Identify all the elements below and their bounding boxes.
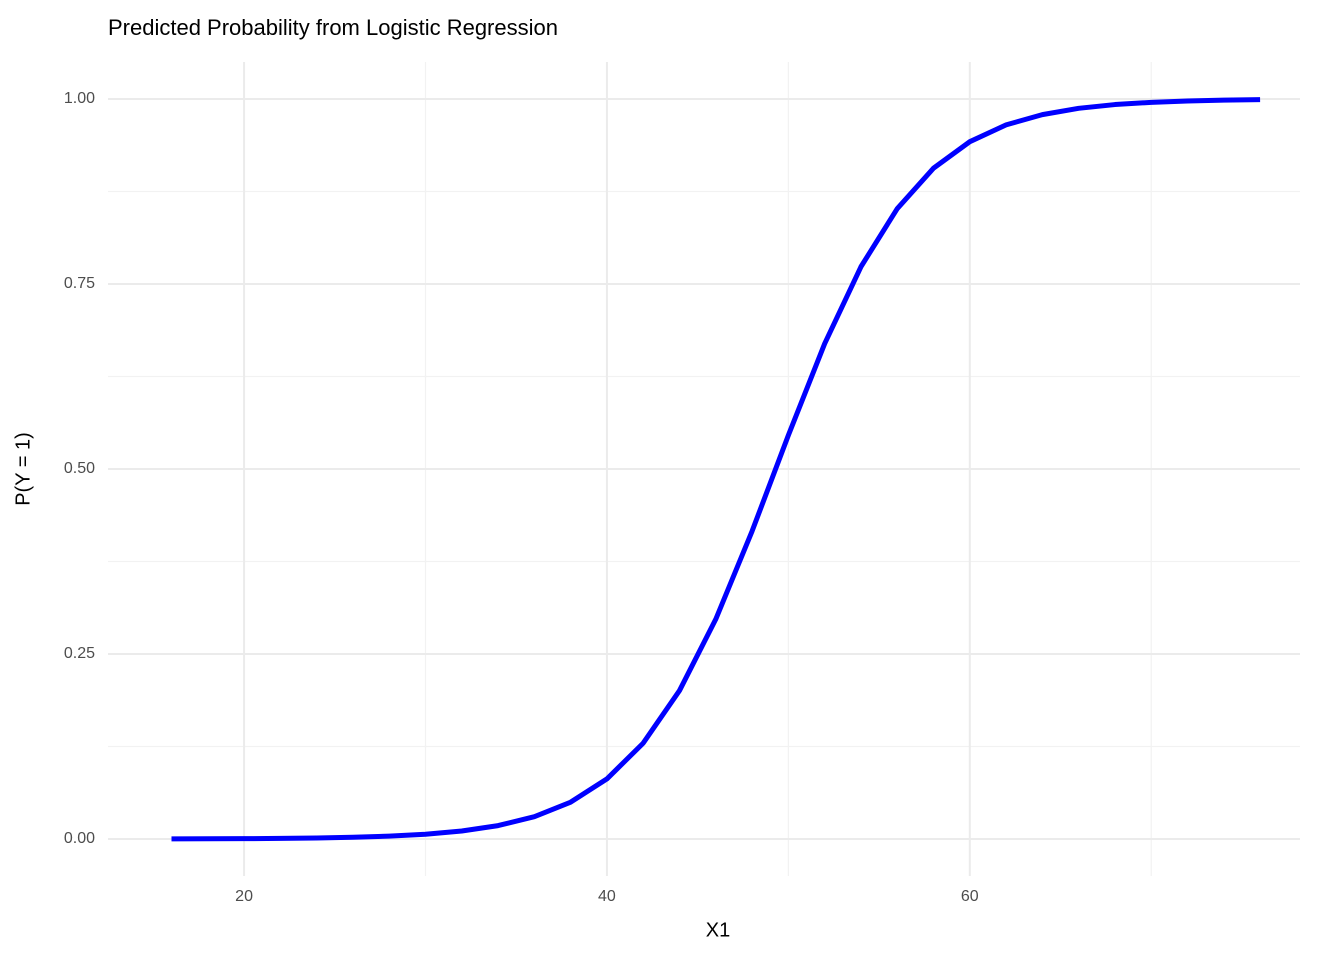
x-axis-title: X1 (706, 919, 730, 941)
x-tick-label: 20 (235, 888, 253, 905)
line (171, 97, 1261, 842)
x-tick-label: 40 (598, 888, 616, 905)
y-tick-label: 0.25 (64, 645, 95, 662)
y-axis-title: P(Y = 1) (12, 432, 34, 506)
y-tick-label: 0.75 (64, 275, 95, 292)
y-tick-label: 1.00 (64, 90, 95, 107)
y-tick-label: 0.00 (64, 830, 95, 847)
chart-title: Predicted Probability from Logistic Regr… (108, 15, 558, 40)
y-tick-label: 0.50 (64, 460, 95, 477)
x-tick-label: 60 (961, 888, 979, 905)
